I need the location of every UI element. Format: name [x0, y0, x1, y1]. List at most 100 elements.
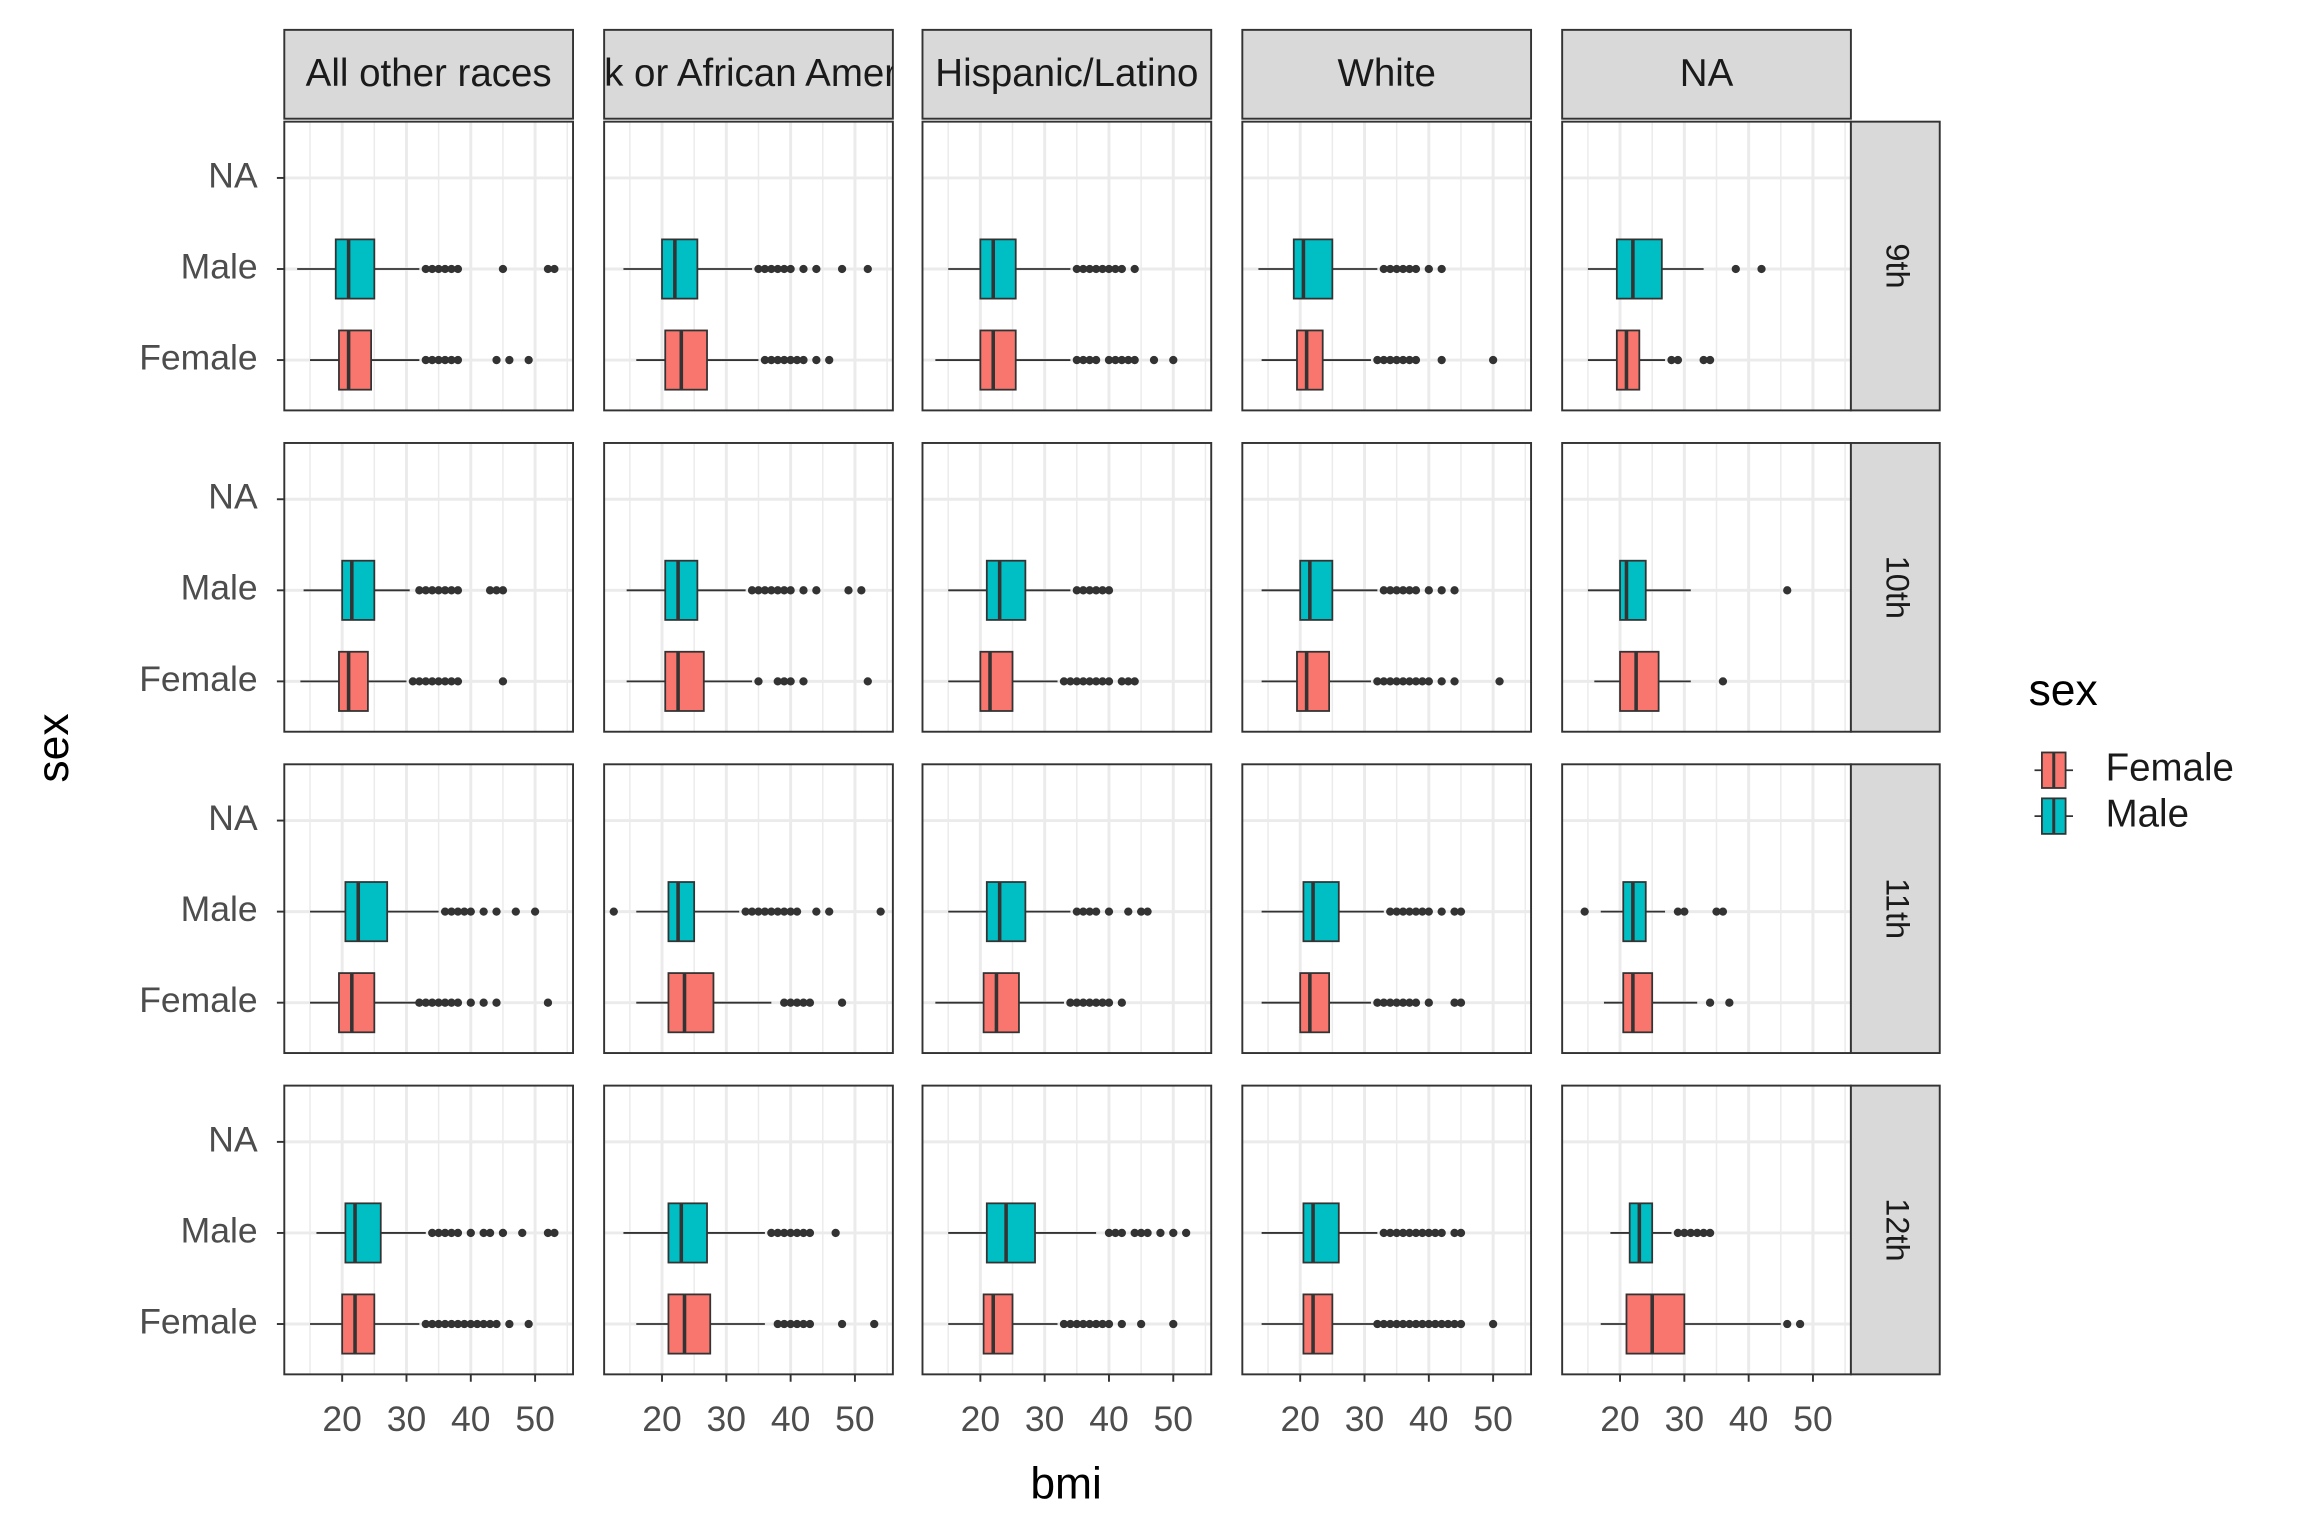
outlier	[415, 998, 424, 1007]
outlier	[434, 355, 443, 365]
panel-background	[284, 1085, 574, 1375]
outlier	[1117, 1319, 1126, 1329]
outlier	[1392, 907, 1401, 916]
panel-background	[604, 1085, 893, 1375]
box-group	[948, 559, 1114, 621]
outlier	[1705, 1228, 1715, 1238]
outlier	[1437, 1228, 1446, 1238]
column-strip	[1561, 28, 1852, 120]
panel-background	[922, 121, 1212, 411]
box-group	[626, 650, 872, 712]
outlier	[1386, 907, 1395, 916]
outlier	[543, 1228, 553, 1238]
outlier	[473, 1319, 482, 1329]
outlier	[760, 355, 770, 365]
row-strip	[1849, 763, 1941, 1055]
outlier	[1117, 677, 1126, 686]
outlier	[428, 264, 437, 274]
column-strip-label: All other races	[306, 52, 552, 95]
outlier	[453, 907, 463, 916]
outlier	[479, 1228, 488, 1238]
row-strip	[1849, 442, 1941, 733]
x-tick-label: 30	[1665, 1399, 1705, 1439]
outlier	[786, 998, 795, 1007]
outlier	[1411, 355, 1421, 365]
outlier	[1143, 1228, 1152, 1238]
box-group	[310, 329, 533, 391]
box	[979, 650, 1014, 712]
outlier	[863, 264, 872, 274]
outlier	[1182, 1228, 1191, 1238]
panel-border	[603, 763, 894, 1055]
outlier	[1450, 907, 1459, 916]
outlier	[1437, 677, 1446, 686]
outlier	[1072, 1319, 1081, 1329]
outlier	[760, 586, 770, 595]
outlier	[1130, 264, 1139, 274]
box	[1299, 972, 1331, 1034]
outlier	[466, 1319, 475, 1329]
outlier	[1411, 677, 1421, 686]
box	[1615, 238, 1663, 300]
outlier	[773, 677, 782, 686]
outlier	[1059, 677, 1069, 686]
outlier	[1085, 355, 1094, 365]
outlier	[1085, 264, 1094, 274]
column-strip-label: NA	[1680, 52, 1734, 95]
outlier	[434, 1228, 443, 1238]
outlier	[466, 907, 475, 916]
outlier	[1418, 1319, 1427, 1329]
column-strip	[921, 28, 1213, 120]
outlier	[780, 907, 789, 916]
outlier	[812, 264, 821, 274]
outlier	[1783, 1319, 1792, 1329]
box	[664, 650, 705, 712]
panel-border	[921, 442, 1213, 733]
outlier	[421, 677, 430, 686]
outlier	[1673, 355, 1683, 365]
outlier	[773, 586, 782, 595]
box-group	[1594, 650, 1728, 712]
outlier	[786, 677, 795, 686]
outlier	[421, 1319, 430, 1329]
outlier	[447, 586, 456, 595]
box	[1299, 559, 1334, 621]
outlier	[1450, 586, 1459, 595]
outlier	[1379, 355, 1388, 365]
legend-label: Male	[2106, 792, 2189, 835]
outlier	[792, 355, 802, 365]
outlier	[1085, 586, 1094, 595]
outlier	[479, 907, 488, 916]
outlier	[1091, 998, 1101, 1007]
column-strip	[1241, 28, 1533, 120]
outlier	[453, 1228, 463, 1238]
outlier	[1386, 1319, 1395, 1329]
x-tick-label: 30	[707, 1399, 747, 1439]
outlier	[1072, 998, 1081, 1007]
outlier	[440, 1228, 450, 1238]
outlier	[1379, 677, 1388, 686]
outlier	[1437, 907, 1446, 916]
outlier	[1130, 1228, 1139, 1238]
outlier	[1091, 264, 1101, 274]
box-group	[300, 650, 508, 712]
outlier	[498, 677, 508, 686]
box-group	[1261, 881, 1466, 943]
outlier	[870, 1319, 879, 1329]
box	[1296, 650, 1331, 712]
outlier	[408, 677, 418, 686]
outlier	[767, 907, 776, 916]
panel-border	[921, 1084, 1213, 1376]
outlier	[1386, 998, 1395, 1007]
x-tick-label: 20	[642, 1399, 682, 1439]
box-group	[948, 238, 1139, 300]
outlier	[1111, 1228, 1120, 1238]
y-tick-label: NA	[208, 798, 258, 838]
box-group	[297, 238, 559, 300]
outlier	[1079, 264, 1088, 274]
outlier	[1386, 264, 1395, 274]
outlier	[760, 907, 770, 916]
outlier	[1124, 677, 1133, 686]
outlier	[1437, 1319, 1446, 1329]
outlier	[1373, 1319, 1382, 1329]
